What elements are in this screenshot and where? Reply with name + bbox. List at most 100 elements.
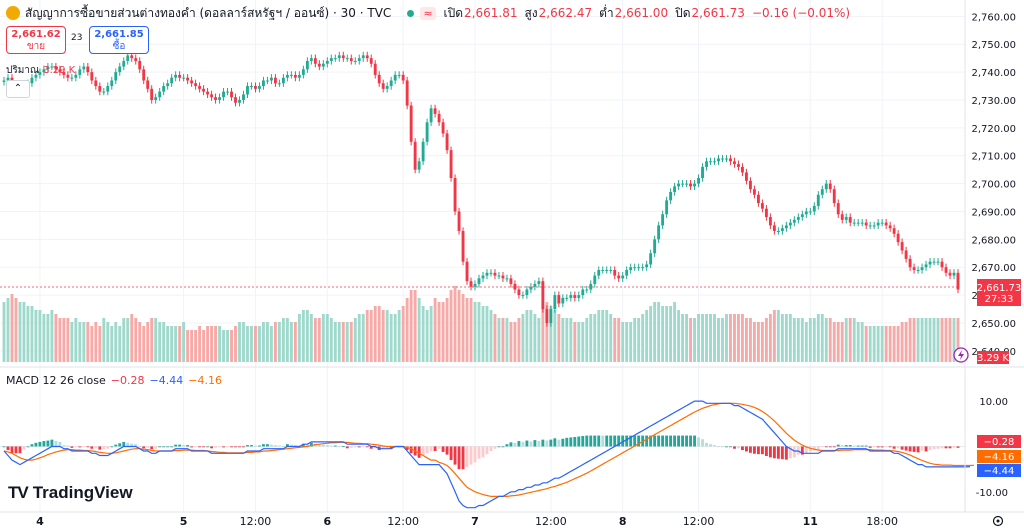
macd-hist-bar	[677, 435, 681, 447]
candle-body	[297, 74, 301, 78]
candle-body	[345, 58, 349, 60]
volume-bar	[22, 302, 26, 362]
candle	[405, 76, 409, 110]
candle-body	[214, 97, 217, 100]
candle	[637, 263, 641, 271]
macd-hist-bar	[900, 446, 904, 450]
wave-icon[interactable]: ≈	[420, 6, 436, 20]
macd-hist-bar	[952, 446, 956, 448]
macd-hist-bar	[948, 446, 952, 449]
volume-bar	[453, 286, 457, 362]
macd-hist-bar	[665, 435, 669, 447]
candle	[733, 157, 736, 168]
candle	[413, 138, 417, 174]
volume-legend: ปริมาณ 3.29 K	[6, 63, 75, 78]
volume-bar	[218, 326, 221, 362]
candle-body	[118, 66, 122, 73]
macd-signal-tag: −4.16	[984, 452, 1015, 463]
candle-body	[174, 74, 178, 78]
volume-bar	[110, 326, 114, 362]
candle	[270, 74, 273, 85]
volume-bar	[625, 322, 629, 362]
candle	[385, 82, 389, 93]
candle	[50, 62, 54, 71]
candle	[489, 269, 493, 277]
macd-hist-bar	[361, 446, 365, 448]
candle	[98, 82, 102, 96]
volume-bar	[309, 314, 313, 362]
sell-button[interactable]: 2,661.62 ขาย	[6, 26, 66, 54]
volume-bar	[58, 318, 62, 362]
candle	[94, 76, 98, 90]
candle	[653, 235, 657, 257]
candle	[760, 199, 764, 213]
macd-hist-bar	[186, 445, 190, 447]
candle	[844, 213, 848, 224]
time-tick-label: 12:00	[240, 515, 272, 528]
macd-hist-bar	[277, 445, 281, 447]
volume-bar	[381, 310, 385, 362]
volume-bar	[729, 314, 732, 362]
macd-hist-bar	[333, 445, 337, 447]
candle-body	[146, 80, 150, 89]
macd-hist-bar	[210, 446, 214, 449]
candle	[166, 79, 170, 90]
buy-button[interactable]: 2,661.85 ซื้อ	[89, 26, 149, 54]
volume-bar	[305, 310, 309, 362]
symbol-title[interactable]: สัญญาการซื้อขายส่วนต่างทองคำ (ดอลลาร์สหร…	[25, 5, 392, 20]
candle	[569, 291, 573, 302]
buy-label: ซื้อ	[112, 41, 126, 52]
volume-bar	[365, 310, 369, 362]
gear-icon[interactable]	[992, 515, 1004, 527]
candle-body	[277, 83, 281, 85]
candle	[138, 57, 142, 73]
candle-body	[377, 74, 381, 84]
candle-body	[178, 74, 182, 78]
macd-tick-label: -10.00	[976, 488, 1008, 499]
tradingview-logo[interactable]: TV TradingView	[8, 483, 133, 503]
macd-hist-bar	[150, 446, 154, 450]
candle	[709, 157, 712, 165]
macd-hist-bar	[166, 446, 170, 448]
volume-bar	[509, 322, 513, 362]
volume-bar	[685, 314, 689, 362]
macd-hist-bar	[230, 446, 233, 448]
low-label: ต่ำ	[599, 5, 614, 20]
macd-hist-bar	[768, 446, 772, 458]
candle	[641, 263, 645, 271]
lightning-icon[interactable]	[953, 347, 969, 363]
candle	[254, 82, 257, 93]
macd-hist-bar	[505, 444, 509, 447]
volume-bar	[258, 326, 261, 362]
volume-label: ปริมาณ	[6, 65, 40, 76]
macd-hist-bar	[477, 446, 481, 459]
candle	[473, 280, 477, 291]
candle-body	[349, 58, 353, 61]
macd-hist-bar	[293, 445, 297, 447]
volume-bar	[242, 322, 245, 362]
candle	[533, 280, 537, 291]
candle-body	[613, 270, 617, 276]
volume-bar	[273, 322, 277, 362]
volume-bar	[138, 322, 142, 362]
candle	[353, 57, 357, 65]
candle	[820, 185, 824, 199]
macd-hist-bar	[118, 443, 122, 447]
open-value: 2,661.81	[464, 6, 518, 20]
candle-body	[206, 91, 210, 95]
candle	[82, 62, 86, 73]
macd-hist-bar	[824, 446, 828, 448]
candle	[669, 188, 673, 204]
candle-body	[54, 66, 58, 70]
candle	[86, 62, 90, 76]
candle-body	[581, 289, 585, 296]
candle	[393, 71, 397, 85]
candle-body	[321, 63, 325, 67]
volume-bar	[752, 322, 756, 362]
chevron-up-icon[interactable]: ⌃	[6, 80, 30, 98]
macd-hist-bar	[341, 446, 345, 447]
macd-hist-bar	[581, 436, 585, 447]
macd-hist-bar	[513, 442, 517, 447]
volume-bar	[465, 298, 469, 362]
